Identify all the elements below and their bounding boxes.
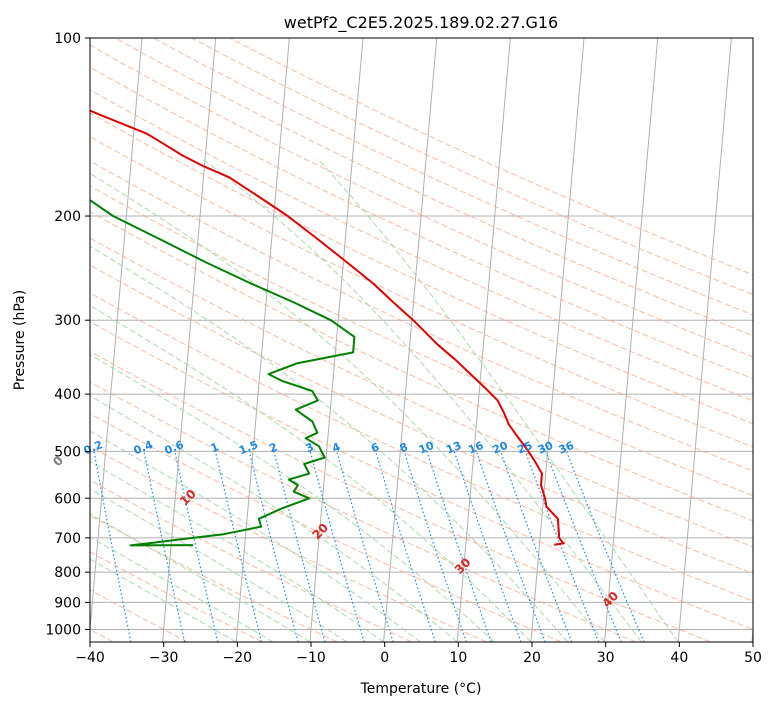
mixing-ratio-line [524, 451, 600, 642]
y-tick-label: 300 [54, 313, 81, 329]
mixing-ratio-line [500, 451, 573, 642]
isotherm-gridline [604, 38, 659, 642]
mixing-ratio-line [248, 451, 299, 642]
mixing-ratio-label: 20 [491, 439, 510, 457]
mixing-ratio-line [403, 451, 467, 642]
dry-adiabat-line [90, 445, 487, 642]
dry-adiabat-line [90, 350, 711, 642]
dry-adiabat-line [90, 514, 338, 642]
mixing-ratio-label: 13 [444, 439, 463, 457]
mixing-ratio-label: 8 [398, 440, 410, 455]
moist-adiabat-line [90, 430, 421, 642]
x-axis-label: Temperature (°C) [360, 681, 482, 697]
dry-adiabat-line [90, 292, 753, 602]
isotherm-gridline [530, 38, 585, 642]
dry-adiabat-line [90, 237, 753, 548]
mixing-ratio-line [545, 451, 622, 642]
mixing-ratio-line [375, 451, 436, 642]
mixing-ratio-line [143, 451, 186, 642]
axes: −40 −30 −20 −10 0 10 20 30 40 50 100 200 300 400 500 60… [45, 31, 762, 666]
mixing-ratio-line [309, 451, 365, 642]
dry-adiabat-line [90, 264, 753, 575]
mixing-ratio-label: 10 [417, 439, 436, 457]
y-tick-label: 400 [54, 387, 81, 403]
isotherm-gridline [235, 38, 290, 642]
mixing-ratio-label: 2 [267, 440, 279, 455]
dry-adiabat-line [153, 38, 753, 316]
y-tick-label: 800 [54, 565, 81, 581]
moist-adiabat-line [201, 158, 642, 642]
mixing-ratio-line [566, 451, 645, 642]
dry-adiabat-line [115, 38, 753, 337]
chart-title: wetPf2_C2E5.2025.189.02.27.G16 [284, 13, 558, 33]
mixing-ratio-line [336, 451, 394, 642]
x-tick-label: −30 [149, 650, 179, 666]
mixing-ratio-label: 25 [515, 439, 534, 457]
background-lines [90, 38, 753, 642]
x-tick-label: 20 [523, 650, 541, 666]
mixing-ratio-label: 3 [304, 440, 316, 455]
dry-adiabat-line [90, 551, 263, 642]
isotherm-gridline [677, 38, 732, 642]
dry-adiabat-line [90, 185, 753, 497]
dry-adiabat-line [90, 210, 753, 522]
dry-adiabat-line [90, 44, 753, 358]
mixing-ratio-line [426, 451, 492, 642]
y-axis-label: Pressure (hPa) [12, 290, 28, 390]
isotherm-gridline [383, 38, 438, 642]
mixing-ratio-line [453, 451, 522, 642]
sounding-traces [90, 109, 565, 547]
mixing-ratio-line [214, 451, 263, 642]
dry-adiabat-line [90, 66, 753, 380]
temperature-trace [90, 109, 565, 546]
x-tick-label: −40 [75, 650, 105, 666]
y-tick-label: 200 [54, 209, 81, 225]
moist-adiabat-line [90, 395, 458, 642]
mixing-ratio-label: 30 [536, 439, 555, 457]
moist-adiabat-line [90, 304, 532, 642]
moist-adiabat-line [90, 353, 495, 642]
y-tick-label: 700 [54, 531, 81, 547]
mixing-ratio-label: 1 [209, 440, 221, 455]
x-tick-label: −10 [296, 650, 326, 666]
y-tick-label: 1000 [45, 622, 81, 638]
mixing-ratio-line [273, 451, 326, 642]
x-tick-label: −20 [223, 650, 253, 666]
isotherm-gridline [456, 38, 511, 642]
y-tick-label: 100 [54, 31, 81, 47]
mixing-ratio-line [174, 451, 219, 642]
moist-adiabat-line [317, 158, 679, 642]
x-tick-label: 40 [670, 650, 688, 666]
dry-adiabat-line [90, 381, 637, 642]
plot-frame [89, 37, 754, 643]
moist-adiabat-line [90, 245, 569, 642]
x-tick-label: 50 [744, 650, 762, 666]
x-tick-label: 10 [449, 650, 467, 666]
y-tick-label: 900 [54, 595, 81, 611]
dewpoint-trace [90, 198, 356, 547]
mixing-ratio-label: 36 [557, 439, 576, 457]
x-tick-label: 0 [380, 650, 389, 666]
y-tick-label: 600 [54, 491, 81, 507]
y-tick-label: 500 [54, 444, 81, 460]
moist-adiabat-line [90, 488, 347, 642]
dry-adiabat-line [90, 160, 753, 472]
moist-adiabat-line [90, 172, 605, 642]
moist-adiabat-line [90, 513, 311, 642]
mixing-ratio-label: 16 [466, 439, 485, 457]
dry-adiabat-line [90, 479, 413, 642]
mixing-ratio-line [475, 451, 546, 642]
dry-adiabat-line [90, 321, 753, 631]
x-tick-label: 30 [597, 650, 615, 666]
